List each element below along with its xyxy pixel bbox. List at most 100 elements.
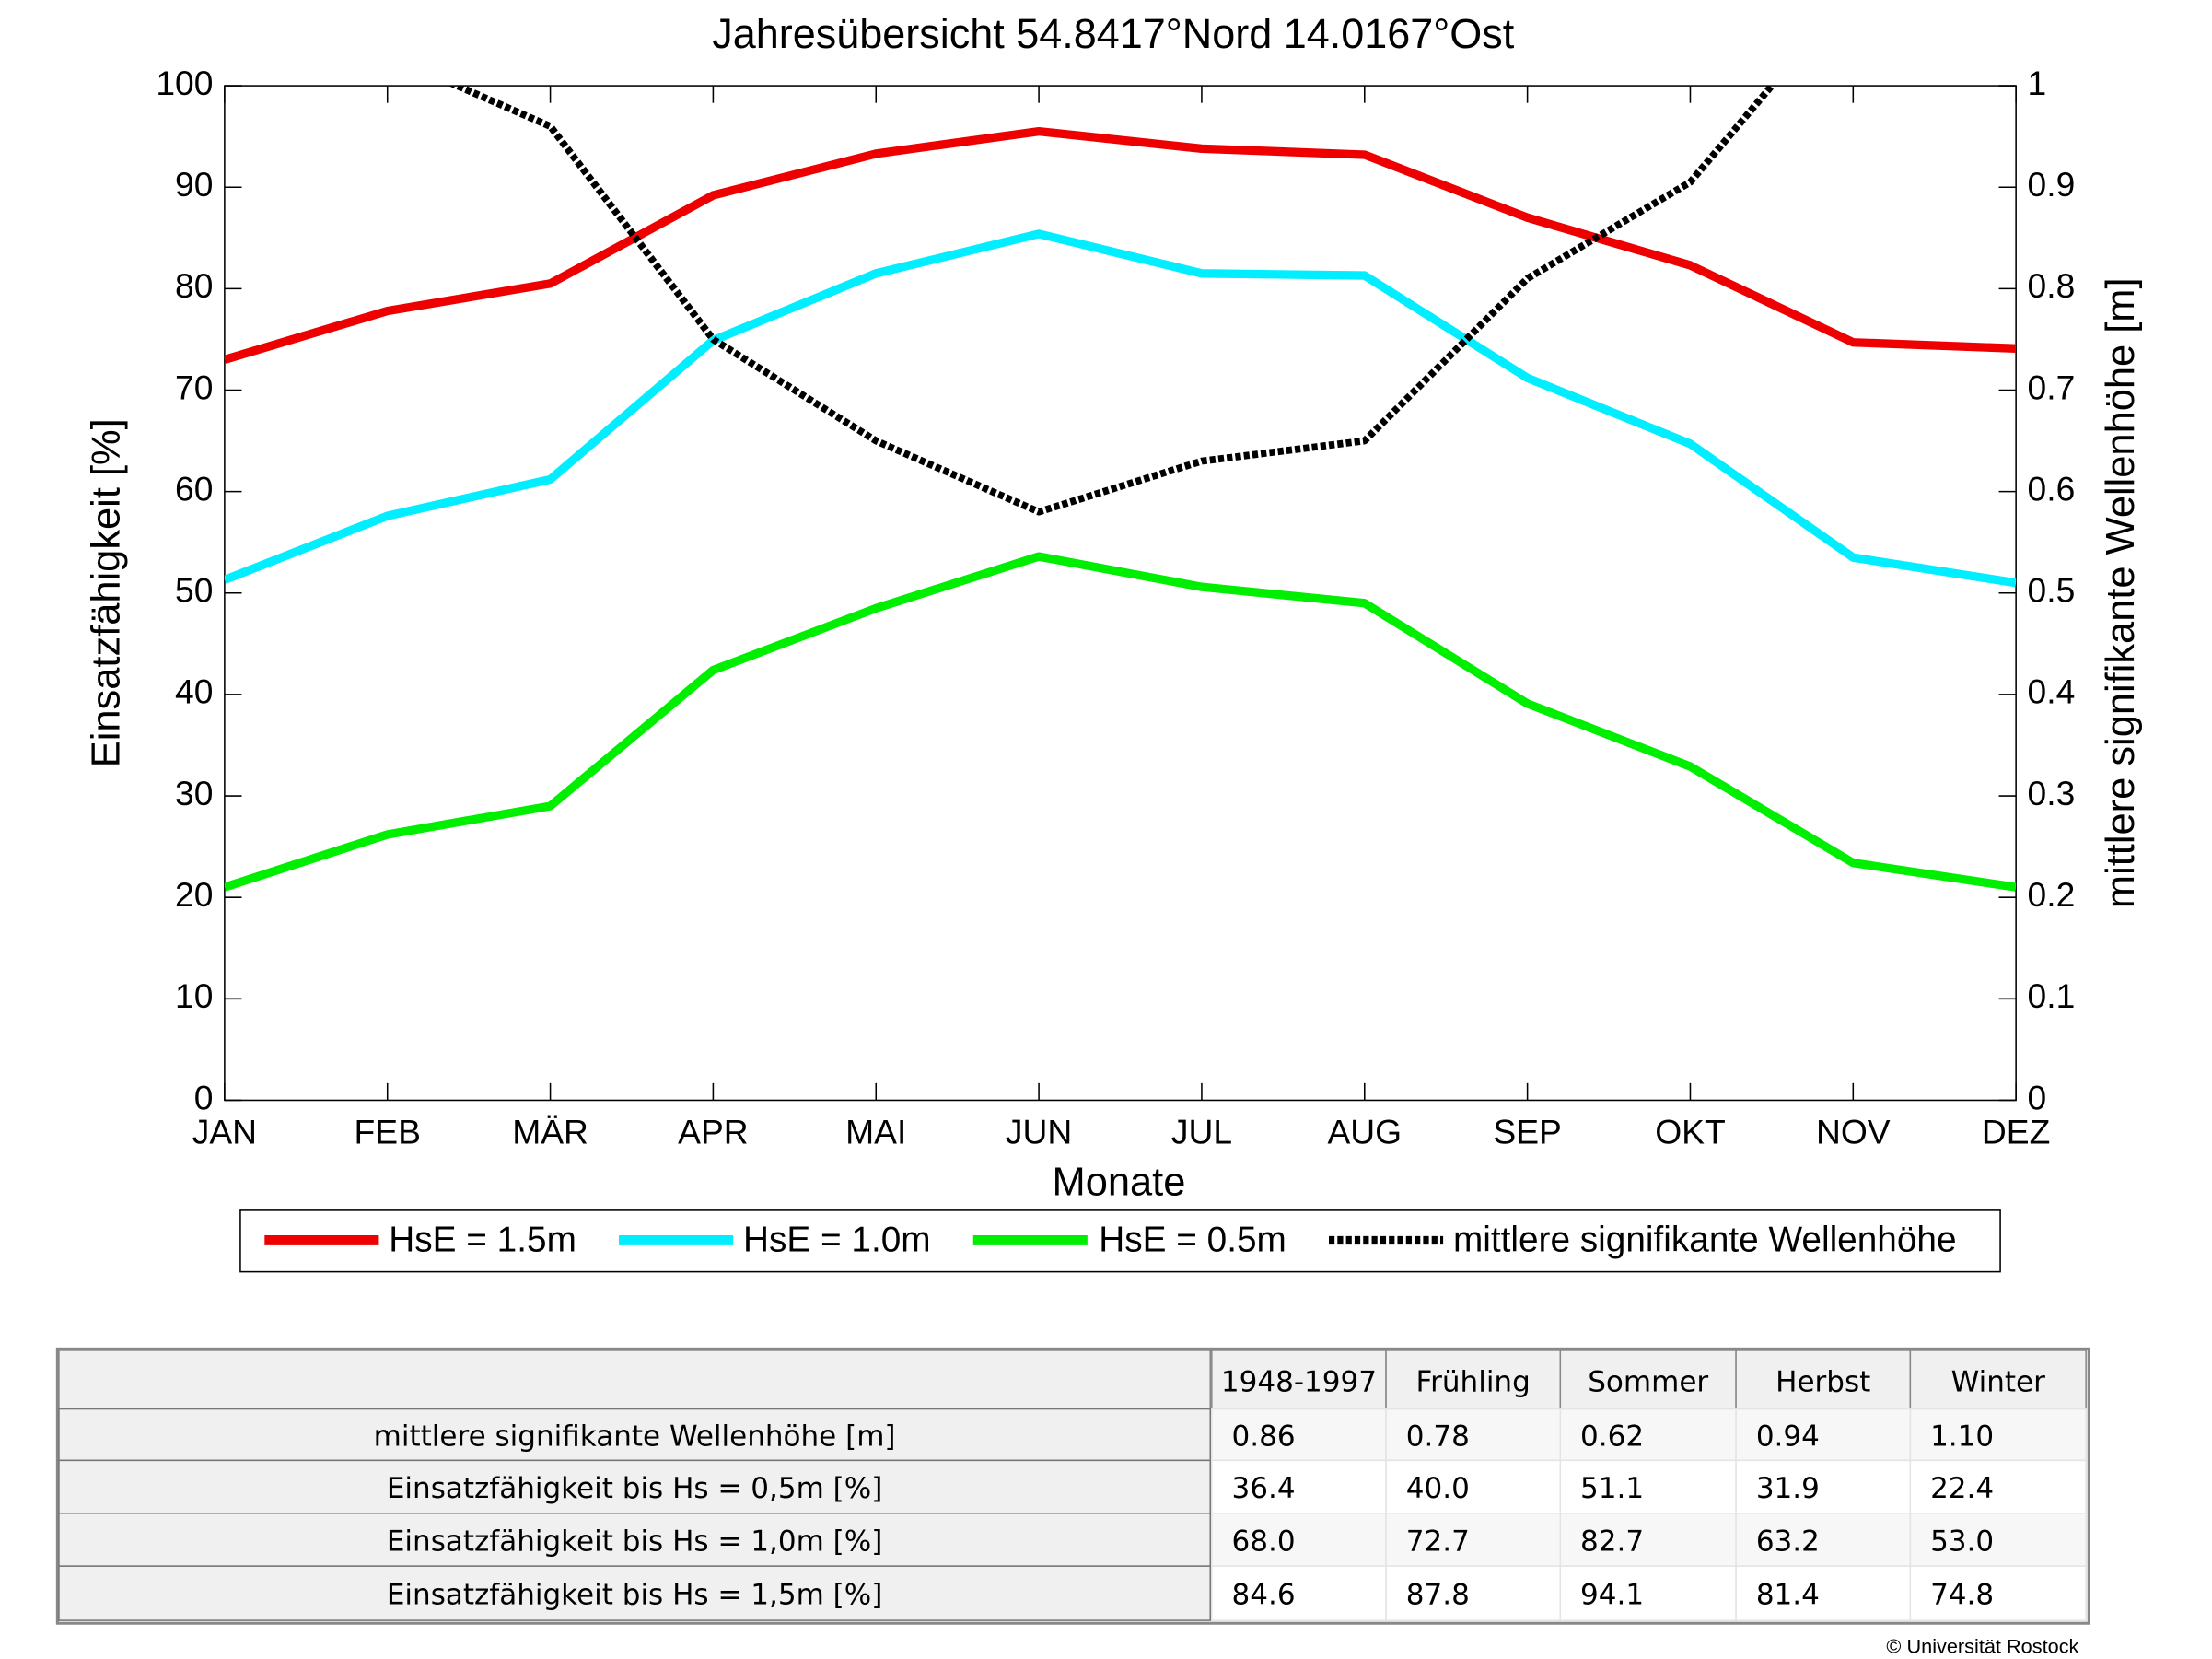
table-cell-text: 94.1 — [1580, 1579, 1644, 1612]
x-tick-label: NOV — [1816, 1113, 1891, 1151]
y2-tick-label: 1 — [2028, 64, 2047, 102]
y-axis-label: Einsatzfähigkeit [%] — [85, 418, 129, 767]
y2-tick-label: 0.9 — [2028, 165, 2076, 204]
table-row-header — [58, 1459, 1212, 1514]
table-cell — [1735, 1565, 1912, 1621]
legend-label: mittlere signifikante Wellenhöhe — [1453, 1220, 1957, 1259]
table-row-label: mittlere signifikante Wellenhöhe [m] — [374, 1420, 896, 1454]
x-tick-label: SEP — [1493, 1113, 1561, 1151]
table-cell-text: 51.1 — [1580, 1472, 1644, 1505]
table-row-label: Einsatzfähigkeit bis Hs = 1,0m [%] — [387, 1525, 883, 1559]
table-cell — [1559, 1408, 1737, 1462]
y-tick-label: 20 — [175, 875, 213, 914]
table-cell-text: 63.2 — [1756, 1525, 1820, 1559]
y2-tick-label: 0.8 — [2028, 266, 2076, 305]
table-cell — [1211, 1459, 1387, 1514]
table-cell-text: 0.94 — [1756, 1420, 1820, 1454]
table-cell — [1909, 1408, 2087, 1462]
table-header: Winter — [1951, 1366, 2046, 1399]
y2-tick-label: 0.4 — [2028, 672, 2076, 711]
table-header-bg — [58, 1349, 1212, 1410]
y-tick-label: 80 — [175, 266, 213, 305]
y-tick-label: 0 — [194, 1078, 214, 1116]
table-cell-text: 0.78 — [1406, 1420, 1470, 1454]
y2-tick-label: 0.7 — [2028, 368, 2076, 406]
table-cell — [1909, 1512, 2087, 1567]
legend-label: HsE = 0.5m — [1099, 1220, 1286, 1259]
x-tick-label: DEZ — [1982, 1113, 2050, 1151]
table-cell-text: 53.0 — [1930, 1525, 1994, 1559]
table-cell — [1909, 1459, 2087, 1514]
x-tick-label: JUL — [1171, 1113, 1232, 1151]
legend — [239, 1209, 2001, 1273]
y2-tick-label: 0.2 — [2028, 875, 2076, 914]
table-cell-text: 36.4 — [1232, 1472, 1296, 1505]
table-header: Sommer — [1588, 1366, 1708, 1399]
y-tick-label: 70 — [175, 368, 213, 406]
table-cell — [1559, 1512, 1737, 1567]
table-header-cell — [1385, 1349, 1562, 1410]
table-cell — [1735, 1512, 1912, 1567]
table-cell-text: 1.10 — [1930, 1420, 1994, 1454]
table-cell-text: 81.4 — [1756, 1579, 1820, 1612]
table-cell — [1211, 1565, 1387, 1621]
x-tick-label: OKT — [1655, 1113, 1726, 1151]
table-row-label: Einsatzfähigkeit bis Hs = 0,5m [%] — [387, 1472, 883, 1505]
table-cell-text: 0.62 — [1580, 1420, 1644, 1454]
x-axis-label: Monate — [1053, 1160, 1186, 1204]
x-tick-label: MAI — [845, 1113, 906, 1151]
legend-label: HsE = 1.5m — [389, 1220, 576, 1259]
x-tick-label: APR — [678, 1113, 749, 1151]
chart-title: Jahresübersicht 54.8417°Nord 14.0167°Ost — [712, 10, 1514, 57]
table-cell-text: 72.7 — [1406, 1525, 1470, 1559]
series-line — [224, 229, 2017, 588]
table-cell-text: 82.7 — [1580, 1525, 1644, 1559]
table-cell — [1909, 1565, 2087, 1621]
table-cell-text: 68.0 — [1232, 1525, 1296, 1559]
table-cell — [1559, 1565, 1737, 1621]
table-cell-text: 0.86 — [1232, 1420, 1296, 1454]
table-cell — [1211, 1408, 1387, 1462]
y-tick-label: 40 — [175, 672, 213, 711]
y2-tick-label: 0.6 — [2028, 469, 2076, 508]
table-header-cell — [1211, 1349, 1387, 1410]
series-group — [224, 86, 2017, 892]
x-tick-label: AUG — [1327, 1113, 1402, 1151]
y2-tick-label: 0.5 — [2028, 571, 2076, 610]
table-header-cell — [1559, 1349, 1737, 1410]
y-tick-label: 90 — [175, 165, 213, 204]
y2-tick-label: 0.1 — [2028, 976, 2076, 1015]
series-line — [224, 552, 2017, 892]
x-tick-label: FEB — [355, 1113, 421, 1151]
table-row-label: Einsatzfähigkeit bis Hs = 1,5m [%] — [387, 1579, 883, 1612]
y-tick-label: 10 — [175, 976, 213, 1015]
x-tick-label: JAN — [192, 1113, 257, 1151]
table-cell-text: 87.8 — [1406, 1579, 1470, 1612]
table-cell-text: 84.6 — [1232, 1579, 1296, 1612]
y2-tick-label: 0 — [2028, 1078, 2047, 1116]
table-cell — [1385, 1565, 1562, 1621]
table-cell-text: 40.0 — [1406, 1472, 1470, 1505]
plot-area — [224, 85, 2017, 1102]
series-line — [448, 86, 1776, 516]
table-header: Frühling — [1416, 1366, 1531, 1399]
y-tick-label: 50 — [175, 571, 213, 610]
table-header: 1948-1997 — [1221, 1366, 1377, 1399]
table-cell — [1735, 1408, 1912, 1462]
table-cell — [1385, 1408, 1562, 1462]
table-cell — [1735, 1459, 1912, 1514]
y-tick-label: 60 — [175, 469, 213, 508]
y2-tick-label: 0.3 — [2028, 774, 2076, 812]
y-tick-label: 30 — [175, 774, 213, 812]
table-row-header — [58, 1565, 1212, 1621]
footer: © Universität Rostock — [1886, 1634, 2078, 1657]
series-line — [224, 126, 2017, 364]
x-tick-label: JUN — [1006, 1113, 1072, 1151]
y2-axis-label: mittlere signifikante Wellenhöhe [m] — [2099, 277, 2143, 908]
table-header-cell — [1735, 1349, 1912, 1410]
table-cell-text: 22.4 — [1930, 1472, 1994, 1505]
table-cell-text: 74.8 — [1930, 1579, 1994, 1612]
legend-label: HsE = 1.0m — [743, 1220, 931, 1259]
